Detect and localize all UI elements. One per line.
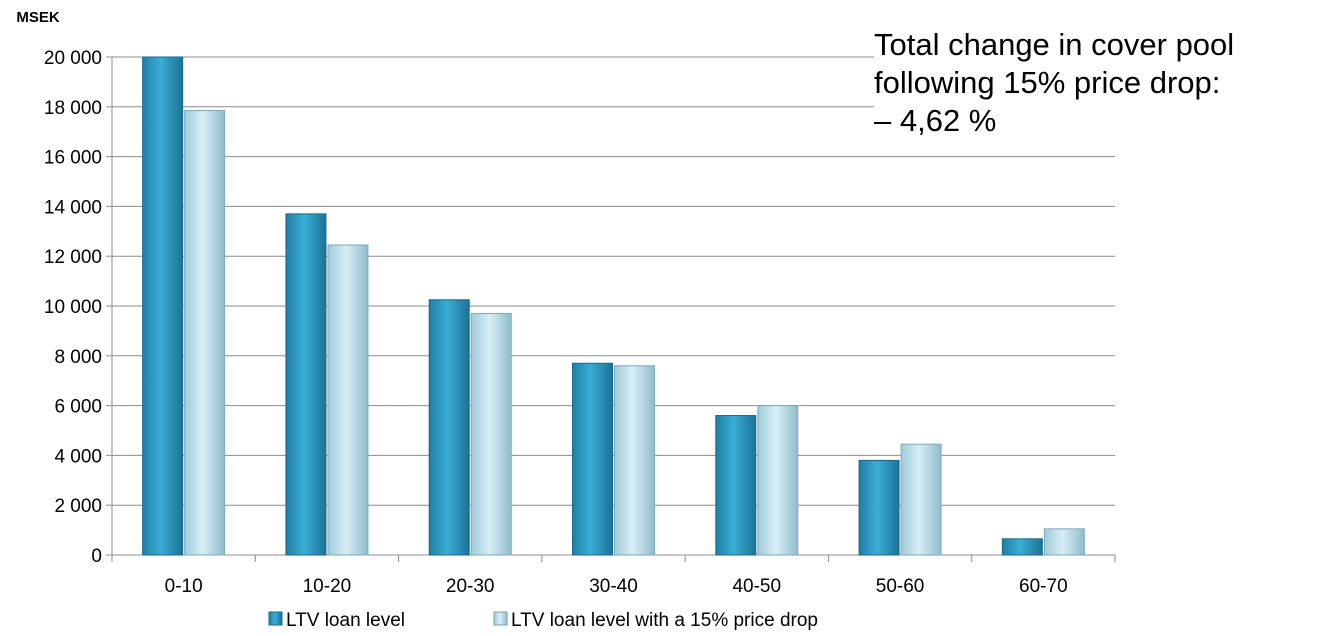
y-tick-label: 4 000	[54, 446, 102, 467]
axes	[106, 56, 1116, 562]
legend-swatch-ltv-loan-level	[268, 611, 283, 626]
y-tick-label: 6 000	[54, 397, 102, 418]
x-tick-label: 40-50	[732, 576, 781, 597]
bar-ltv-price-drop-10-20	[327, 244, 369, 556]
bar-ltv-loan-level-20-30	[428, 299, 470, 556]
legend-label-ltv-loan-level: LTV loan level	[286, 610, 405, 631]
y-tick-label: 10 000	[44, 297, 102, 318]
bar-ltv-loan-level-30-40	[572, 362, 613, 556]
x-tick-label: 50-60	[876, 576, 925, 597]
y-tick-label: 0	[91, 546, 102, 567]
y-tick-label: 2 000	[54, 496, 102, 517]
tick-labels: 0 2 000 4 000 6 000 8 000 10 000 12 000 14 000 1…	[44, 48, 1068, 597]
x-tick-label: 30-40	[589, 576, 638, 597]
annotation-line-2: following 15% price drop:	[874, 65, 1221, 100]
x-tick-label: 60-70	[1019, 576, 1068, 597]
bar-ltv-loan-level-0-10	[142, 56, 184, 556]
legend-label-ltv-price-drop: LTV loan level with a 15% price drop	[511, 610, 818, 631]
x-tick-label: 10-20	[303, 576, 352, 597]
y-unit-label: MSEK	[16, 9, 60, 26]
legend: LTV loan level LTV loan level with a 15%…	[268, 610, 818, 631]
bar-ltv-loan-level-50-60	[858, 459, 900, 556]
y-tick-label: 8 000	[54, 347, 102, 368]
bar-ltv-price-drop-60-70	[1043, 528, 1085, 556]
bar-ltv-loan-level-10-20	[285, 213, 327, 556]
bar-ltv-price-drop-0-10	[184, 110, 226, 556]
annotation-line-1: Total change in cover pool	[874, 27, 1235, 62]
bars	[142, 56, 1085, 556]
y-tick-label: 18 000	[44, 98, 102, 119]
bar-ltv-price-drop-30-40	[614, 365, 655, 556]
bar-ltv-price-drop-40-50	[757, 405, 799, 556]
y-tick-label: 12 000	[44, 247, 102, 268]
y-tick-label: 16 000	[44, 148, 102, 169]
x-tick-label: 20-30	[446, 576, 495, 597]
cover-pool-change-annotation: Total change in cover pool following 15%…	[874, 26, 1314, 140]
bar-ltv-price-drop-50-60	[900, 443, 942, 556]
y-tick-label: 14 000	[44, 197, 102, 218]
bar-ltv-loan-level-60-70	[1001, 538, 1043, 556]
legend-swatch-ltv-price-drop	[493, 611, 508, 626]
bar-ltv-price-drop-20-30	[470, 312, 512, 556]
x-tick-label: 0-10	[165, 576, 203, 597]
y-tick-label: 20 000	[44, 48, 102, 69]
bar-ltv-loan-level-40-50	[715, 415, 757, 556]
annotation-line-3: – 4,62 %	[874, 103, 997, 138]
